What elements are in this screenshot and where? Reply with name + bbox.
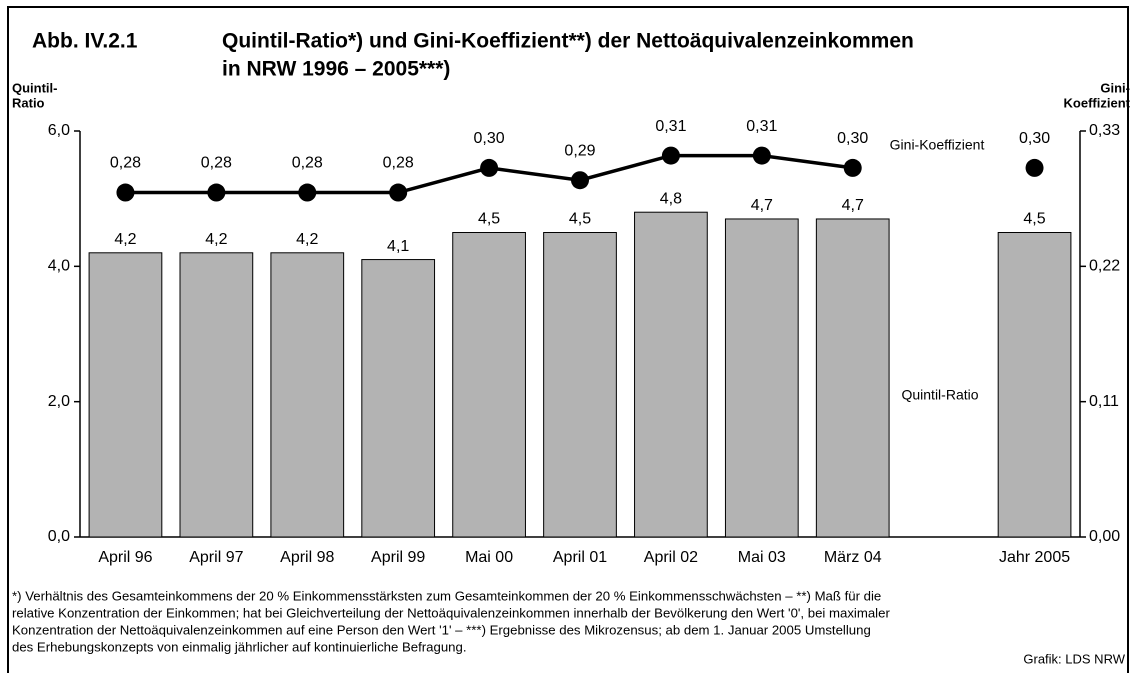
footnote: Konzentration der Nettoäquivalenzeinkomm… xyxy=(12,622,871,637)
line-value-label: 0,28 xyxy=(383,155,414,172)
bar xyxy=(270,252,345,538)
line-value-label: 0,29 xyxy=(564,142,595,159)
x-tick-label: Mai 00 xyxy=(465,549,513,566)
y-tick-label: 0,0 xyxy=(48,528,70,545)
chart-title: Quintil-Ratio*) und Gini-Koeffizient**) … xyxy=(222,30,914,53)
bar-value-label: 4,8 xyxy=(660,190,682,207)
bar-value-label: 4,2 xyxy=(296,231,318,248)
x-tick-label: April 99 xyxy=(371,549,425,566)
bar-value-label: 4,7 xyxy=(751,197,773,214)
bar-value-label: 4,5 xyxy=(478,211,500,228)
x-tick-label: April 97 xyxy=(189,549,243,566)
x-tick-label: April 98 xyxy=(280,549,334,566)
line-value-label: 0,30 xyxy=(474,130,505,147)
footnote: des Erhebungskonzepts von einmalig jährl… xyxy=(12,639,467,654)
bar-value-label: 4,2 xyxy=(114,231,136,248)
bar xyxy=(634,211,708,538)
chart-title: in NRW 1996 – 2005***) xyxy=(222,58,450,81)
line-marker xyxy=(661,146,680,165)
bar-value-label: 4,2 xyxy=(205,231,227,248)
footnote: relative Konzentration der Einkommen; ha… xyxy=(12,605,890,620)
line-marker xyxy=(843,158,862,177)
bar xyxy=(361,259,436,538)
x-tick-label: April 96 xyxy=(98,549,152,566)
bar xyxy=(452,232,526,538)
bar-value-label: 4,7 xyxy=(842,197,864,214)
line-value-label: 0,28 xyxy=(201,155,232,172)
y2-tick-label: 0,00 xyxy=(1089,528,1120,545)
line-value-label: 0,28 xyxy=(292,155,323,172)
footnote: *) Verhältnis des Gesamteinkommens der 2… xyxy=(12,588,881,603)
y-axis-label: Quintil- xyxy=(12,80,58,95)
line-marker xyxy=(1025,158,1044,177)
y2-tick-label: 0,11 xyxy=(1089,393,1119,410)
bar xyxy=(543,232,617,538)
line-marker xyxy=(389,183,408,202)
x-tick-label: April 02 xyxy=(644,549,698,566)
bar xyxy=(815,218,890,538)
bar xyxy=(179,252,254,538)
y-tick-label: 6,0 xyxy=(48,122,70,139)
legend-label: Gini-Koeffizient xyxy=(890,137,985,153)
line-value-label: 0,28 xyxy=(110,155,141,172)
x-tick-label: April 01 xyxy=(553,549,607,566)
line-marker xyxy=(298,183,317,202)
x-tick-label: März 04 xyxy=(824,549,882,566)
y2-tick-label: 0,33 xyxy=(1089,122,1120,139)
line-value-label: 0,30 xyxy=(837,130,868,147)
y-axis-label: Ratio xyxy=(12,95,45,110)
bar xyxy=(88,252,163,538)
line-marker xyxy=(207,183,226,202)
line-value-label: 0,31 xyxy=(746,118,777,135)
bar xyxy=(997,232,1072,538)
bar xyxy=(724,218,799,538)
y-tick-label: 2,0 xyxy=(48,393,70,410)
line-marker xyxy=(571,171,589,190)
line-value-label: 0,31 xyxy=(655,118,686,135)
bar-value-label: 4,5 xyxy=(1023,211,1045,228)
y-tick-label: 4,0 xyxy=(48,258,70,275)
legend-label: Quintil-Ratio xyxy=(901,387,978,403)
line-value-label: 0,30 xyxy=(1019,130,1050,147)
bar-value-label: 4,1 xyxy=(387,238,409,255)
figure-label: Abb. IV.2.1 xyxy=(32,30,138,53)
y2-axis-label: Gini- xyxy=(1100,80,1130,95)
line-marker xyxy=(480,158,499,177)
line-marker xyxy=(116,183,135,202)
line-marker xyxy=(752,146,771,165)
source: Grafik: LDS NRW xyxy=(1023,651,1125,666)
x-tick-label: Jahr 2005 xyxy=(999,549,1070,566)
y2-tick-label: 0,22 xyxy=(1089,258,1120,275)
y2-axis-label: Koeffizient xyxy=(1064,95,1131,110)
frame xyxy=(7,6,1129,678)
x-tick-label: Mai 03 xyxy=(738,549,786,566)
bar-value-label: 4,5 xyxy=(569,211,591,228)
